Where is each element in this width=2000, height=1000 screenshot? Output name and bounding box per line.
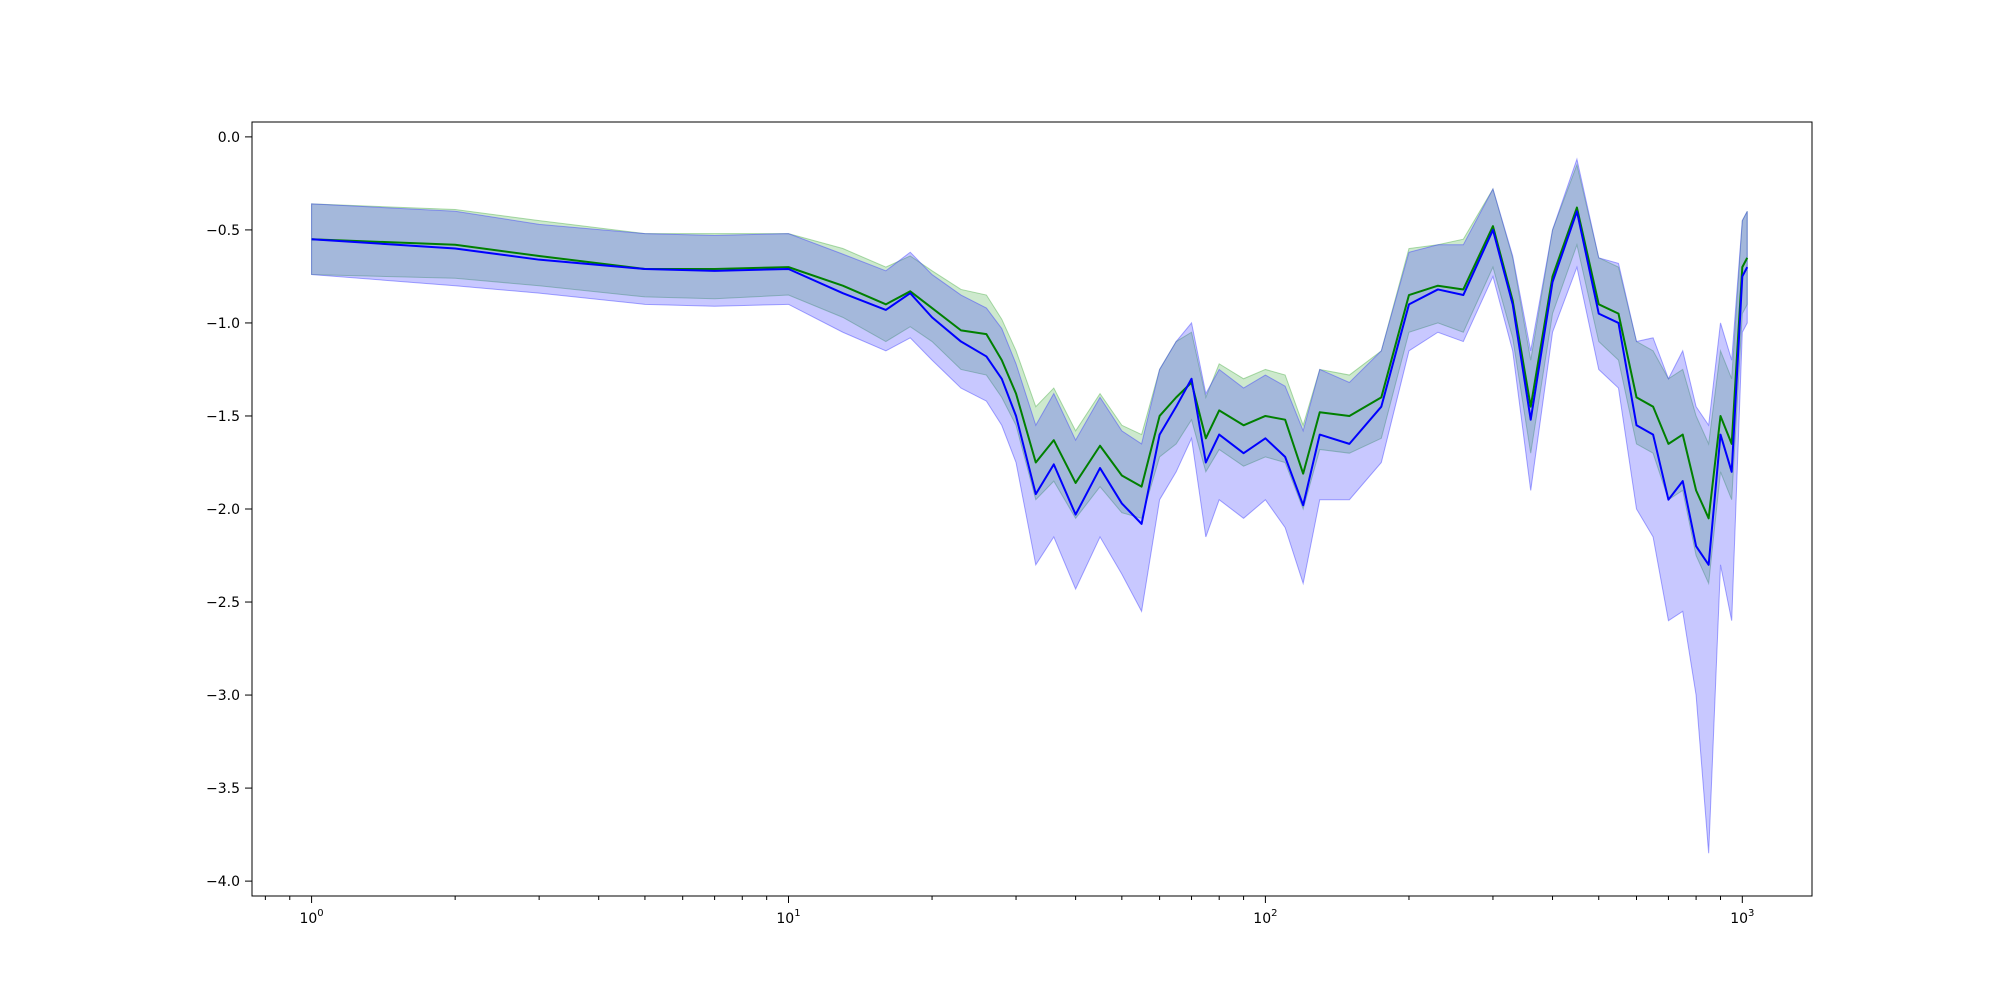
x-tick-label: 100	[299, 908, 323, 927]
y-tick-label: 0.0	[218, 130, 240, 146]
y-tick-label: −1.0	[206, 316, 240, 332]
series-2-line	[311, 210, 1749, 566]
y-tick-label: −1.5	[206, 409, 240, 425]
y-tick-label: −4.0	[206, 874, 240, 890]
y-tick-label: −2.5	[206, 595, 240, 611]
x-axis: 100 101 102 103	[264, 896, 1754, 927]
y-tick-label: −0.5	[206, 223, 240, 239]
x-tick-label: 101	[776, 908, 800, 927]
series-2-band	[311, 157, 1748, 854]
series-1-line	[311, 206, 1749, 520]
y-tick-label: −2.0	[206, 502, 240, 518]
confidence-bands	[311, 157, 1748, 854]
x-tick-label: 103	[1730, 908, 1754, 927]
y-tick-label: −3.0	[206, 688, 240, 704]
series-lines	[311, 206, 1749, 566]
y-tick-label: −3.5	[206, 781, 240, 797]
y-axis: 0.0 −0.5 −1.0 −1.5 −2.0 −2.5 −3.0 −3.5 −4.0	[206, 130, 252, 890]
x-tick-label: 102	[1253, 908, 1277, 927]
